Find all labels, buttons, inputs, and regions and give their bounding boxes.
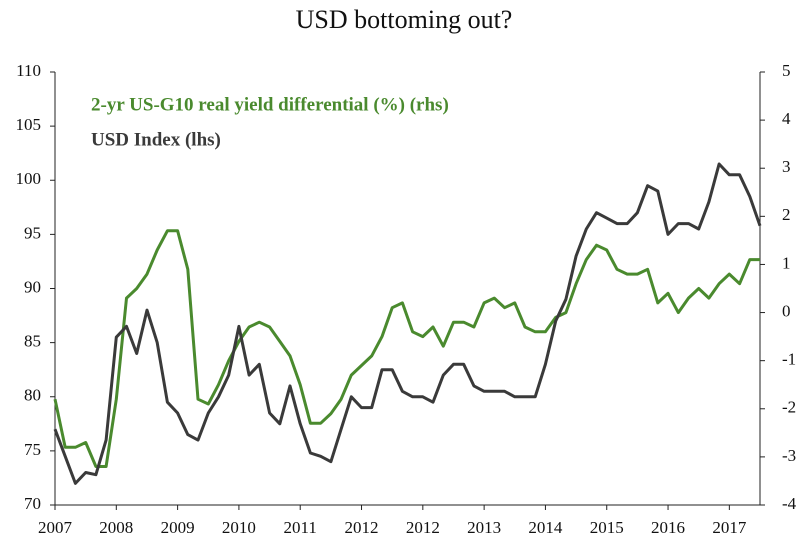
y-tick-label: 70 <box>24 494 41 513</box>
y2-tick-label: 5 <box>782 61 791 80</box>
y2-tick-label: -4 <box>782 494 797 513</box>
y2-tick-label: 1 <box>782 253 791 272</box>
series-line <box>53 162 762 485</box>
x-tick-label: 2015 <box>590 518 624 537</box>
x-tick-label: 2008 <box>99 518 133 537</box>
x-tick-label: 2007 <box>38 518 73 537</box>
x-tick-label: 2012 <box>345 518 379 537</box>
y2-tick-label: 2 <box>782 205 791 224</box>
y2-tick-label: 3 <box>782 157 791 176</box>
y-tick-label: 100 <box>16 169 42 188</box>
legend-label: USD Index (lhs) <box>91 129 221 150</box>
y2-tick-label: -3 <box>782 446 796 465</box>
y-tick-label: 90 <box>24 277 41 296</box>
x-tick-label: 2017 <box>712 518 747 537</box>
x-tick-label: 2009 <box>161 518 195 537</box>
x-tick-label: 2016 <box>651 518 685 537</box>
y-tick-label: 85 <box>24 332 41 351</box>
legend-label: 2-yr US-G10 real yield differential (%) … <box>91 94 449 115</box>
x-tick-label: 2012 <box>406 518 440 537</box>
y2-tick-label: -2 <box>782 398 796 417</box>
x-tick-label: 2014 <box>528 518 563 537</box>
y-tick-label: 110 <box>16 61 41 80</box>
series-line <box>53 229 760 468</box>
y-tick-label: 95 <box>24 223 41 242</box>
y2-tick-label: -1 <box>782 350 796 369</box>
y2-tick-label: 0 <box>782 301 791 320</box>
x-tick-label: 2010 <box>222 518 256 537</box>
y-tick-label: 105 <box>16 115 42 134</box>
x-tick-label: 2013 <box>467 518 501 537</box>
y-tick-label: 80 <box>24 386 41 405</box>
chart-title: USD bottoming out? <box>296 5 513 34</box>
y2-tick-label: 4 <box>782 109 791 128</box>
x-tick-label: 2011 <box>284 518 317 537</box>
y-tick-label: 75 <box>24 440 41 459</box>
